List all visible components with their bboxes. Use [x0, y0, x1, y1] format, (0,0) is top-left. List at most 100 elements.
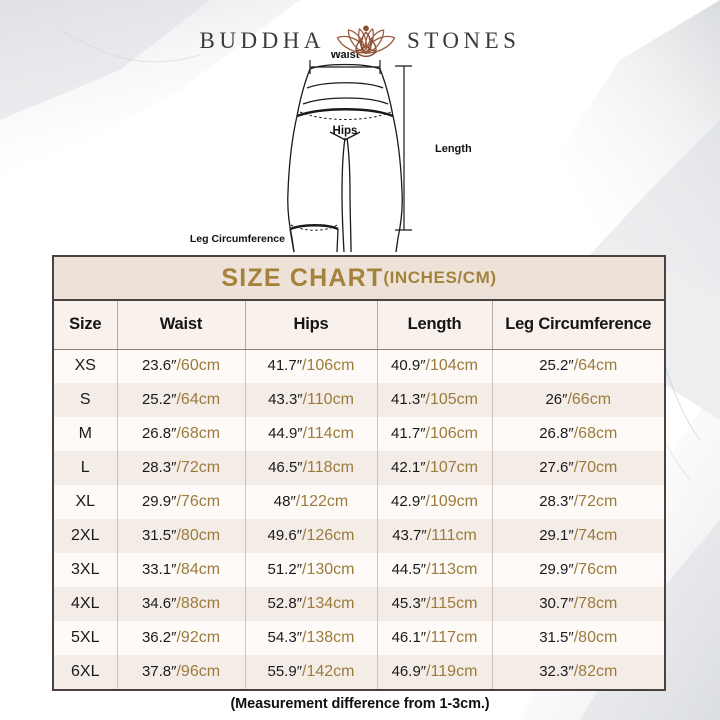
table-row: XS 23.6″/60cm 41.7″/106cm 40.9″/104cm 25.2″/…: [54, 349, 664, 383]
cell-length: 41.3″/105cm: [377, 383, 493, 417]
cell-length-inches: 42.9″: [391, 493, 426, 510]
cell-leg-circumference: 31.5″/80cm: [492, 621, 664, 655]
cell-hips-cm: /110cm: [302, 391, 354, 408]
cell-size: 2XL: [54, 519, 118, 553]
cell-leg-circumference: 29.1″/74cm: [492, 519, 664, 553]
cell-length-inches: 42.1″: [391, 459, 426, 476]
cell-hips-cm: /138cm: [302, 629, 355, 646]
hips-label: Hips: [333, 125, 358, 137]
cell-hips-inches: 44.9″: [268, 425, 303, 442]
cell-waist-cm: /76cm: [176, 493, 221, 510]
cell-waist-inches: 25.2″: [141, 391, 177, 408]
cell-waist-inches: 26.8″: [141, 425, 177, 442]
cell-length-cm: /104cm: [425, 357, 478, 375]
cell-length: 42.1″/107cm: [377, 451, 493, 485]
cell-hips: 49.6″/126cm: [245, 519, 378, 553]
table-row: 5XL 36.2″/92cm 54.3″/138cm 46.1″/117cm 31.5″…: [54, 621, 664, 655]
cell-size: XL: [54, 485, 118, 519]
size-chart-table-container: SIZE CHART (INCHES/CM) Size Waist Hips Le…: [52, 255, 666, 691]
column-header-leg-circumference: Leg Circumference: [492, 301, 664, 350]
cell-length-cm: /105cm: [425, 391, 478, 408]
cell-hips-cm: /142cm: [302, 663, 355, 680]
cell-hips-inches: 49.6″: [267, 527, 303, 544]
cell-waist: 28.3″/72cm: [117, 451, 246, 485]
cell-leg-circumference-inches: 28.3″: [539, 493, 574, 510]
cell-waist-inches: 28.3″: [141, 459, 177, 476]
cell-hips-inches: 51.2″: [267, 561, 303, 578]
cell-hips: 54.3″/138cm: [245, 621, 378, 655]
cell-hips-cm: /114cm: [302, 425, 354, 442]
cell-hips-inches: 43.3″: [268, 391, 303, 408]
cell-length-cm: /113cm: [426, 561, 478, 578]
cell-length-cm: /115cm: [426, 595, 478, 612]
cell-leg-circumference-inches: 32.3″: [539, 663, 574, 680]
cell-waist: 33.1″/84cm: [117, 553, 246, 587]
cell-leg-circumference: 26.8″/68cm: [492, 417, 664, 451]
cell-length: 40.9″/104cm: [377, 349, 493, 383]
cell-length-cm: /117cm: [426, 629, 478, 646]
table-header: Size Waist Hips Length Leg Circumference: [54, 301, 664, 350]
cell-waist-inches: 31.5″: [141, 527, 177, 544]
cell-waist: 26.8″/68cm: [117, 417, 246, 451]
cell-waist-cm: /60cm: [176, 357, 221, 375]
table-row: XL 29.9″/76cm 48″/122cm 42.9″/109cm 28.3″/72…: [54, 485, 664, 519]
cell-leg-circumference-inches: 31.5″: [539, 629, 574, 646]
cell-hips-inches: 46.5″: [268, 459, 303, 476]
cell-leg-circumference: 25.2″/64cm: [492, 349, 664, 383]
cell-length: 42.9″/109cm: [377, 485, 493, 519]
cell-length-inches: 46.9″: [391, 663, 427, 680]
cell-waist-inches: 29.9″: [141, 493, 177, 510]
size-chart-title-bar: SIZE CHART (INCHES/CM): [54, 257, 664, 301]
cell-size: XS: [54, 349, 118, 383]
cell-hips-cm: /106cm: [302, 357, 355, 375]
cell-leg-circumference-cm: /80cm: [573, 629, 618, 646]
cell-leg-circumference-cm: /68cm: [573, 425, 618, 442]
cell-waist: 29.9″/76cm: [117, 485, 246, 519]
cell-hips-inches: 48″: [273, 493, 296, 510]
cell-length-cm: /109cm: [425, 493, 478, 510]
cell-length-inches: 41.7″: [391, 425, 426, 442]
cell-size: 4XL: [54, 587, 118, 621]
cell-leg-circumference-inches: 26.8″: [539, 425, 574, 442]
table-body: XS 23.6″/60cm 41.7″/106cm 40.9″/104cm 25.2″/…: [54, 349, 664, 689]
table-row: 6XL 37.8″/96cm 55.9″/142cm 46.9″/119cm 32.3″…: [54, 655, 664, 689]
table-row: S 25.2″/64cm 43.3″/110cm 41.3″/105cm 26″/66c…: [54, 383, 664, 417]
cell-leg-circumference: 27.6″/70cm: [492, 451, 664, 485]
cell-leg-circumference-cm: /66cm: [567, 391, 612, 408]
cell-leg-circumference: 28.3″/72cm: [492, 485, 664, 519]
cell-hips-inches: 41.7″: [267, 357, 303, 375]
cell-hips-cm: /122cm: [295, 493, 349, 510]
cell-length: 45.3″/115cm: [377, 587, 493, 621]
cell-hips: 46.5″/118cm: [245, 451, 378, 485]
length-label: Length: [435, 143, 472, 155]
cell-leg-circumference: 30.7″/78cm: [492, 587, 664, 621]
table-row: 2XL 31.5″/80cm 49.6″/126cm 43.7″/111cm 29.1″…: [54, 519, 664, 553]
column-header-size: Size: [54, 301, 118, 350]
table-row: 4XL 34.6″/88cm 52.8″/134cm 45.3″/115cm 30.7″…: [54, 587, 664, 621]
size-chart-title: SIZE CHART: [221, 263, 384, 292]
cell-size: M: [54, 417, 118, 451]
cell-waist-inches: 23.6″: [141, 357, 177, 375]
size-chart-table: Size Waist Hips Length Leg Circumference…: [54, 301, 664, 689]
cell-waist-cm: /80cm: [176, 527, 221, 544]
cell-hips: 48″/122cm: [245, 485, 378, 519]
cell-length-inches: 44.5″: [391, 561, 427, 578]
cell-size: 5XL: [54, 621, 118, 655]
cell-waist-cm: /68cm: [176, 425, 221, 442]
cell-waist: 25.2″/64cm: [117, 383, 246, 417]
cell-waist-cm: /92cm: [176, 629, 221, 646]
cell-leg-circumference-cm: /78cm: [573, 595, 618, 612]
column-header-hips: Hips: [245, 301, 378, 350]
cell-waist-cm: /84cm: [176, 561, 221, 578]
cell-hips-cm: /118cm: [302, 459, 354, 476]
table-row: 3XL 33.1″/84cm 51.2″/130cm 44.5″/113cm 29.9″…: [54, 553, 664, 587]
cell-leg-circumference-cm: /76cm: [573, 561, 618, 578]
table-header-row: Size Waist Hips Length Leg Circumference: [54, 301, 664, 350]
cell-length-inches: 45.3″: [391, 595, 427, 612]
table-row: M 26.8″/68cm 44.9″/114cm 41.7″/106cm 26.8″/6…: [54, 417, 664, 451]
cell-waist: 31.5″/80cm: [117, 519, 246, 553]
cell-waist-inches: 37.8″: [141, 663, 177, 680]
cell-hips: 51.2″/130cm: [245, 553, 378, 587]
brand-name-right: STONES: [406, 28, 521, 53]
cell-length-inches: 41.3″: [391, 391, 426, 408]
